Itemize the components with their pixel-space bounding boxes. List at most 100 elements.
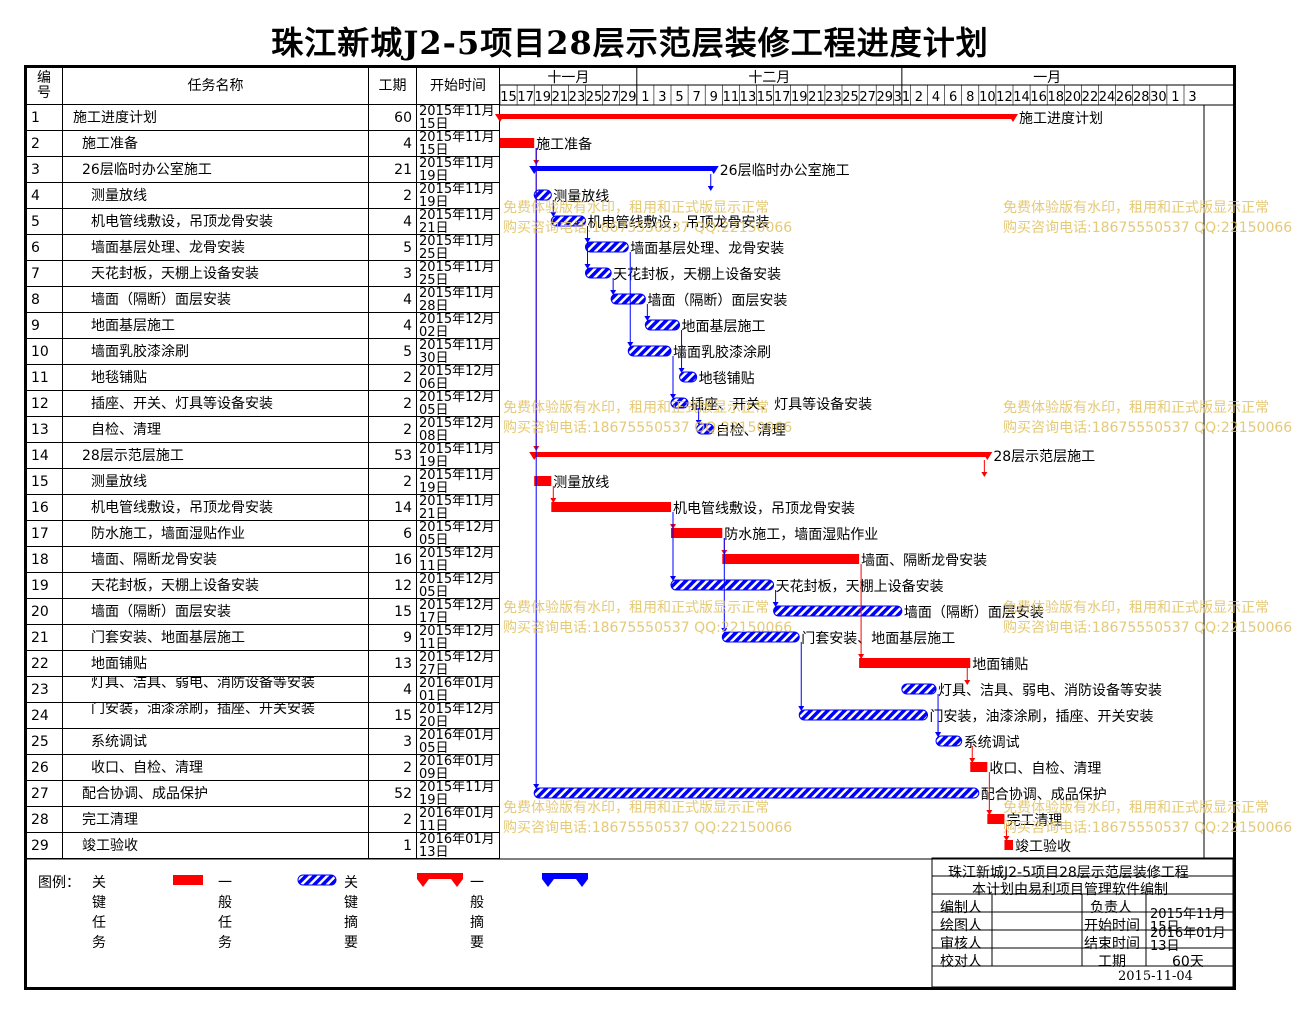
watermark: 免费体验版有水印，租用和正式版显示正常 购买咨询电话:18675550537 QQ… — [503, 600, 793, 636]
task-name: 自检、清理 — [63, 417, 369, 443]
dependency-arrow — [772, 602, 779, 607]
task-name: 墙面（隔断）面层安装 — [63, 599, 369, 625]
table-row: 19 天花封板，天棚上设备安装 12 2015年12月05日 — [27, 573, 500, 599]
watermark: 免费体验版有水印，租用和正式版显示正常 购买咨询电话:18675550537 QQ… — [1003, 800, 1293, 836]
task-start: 2015年11月15日 — [417, 105, 500, 131]
task-start: 2015年12月05日 — [417, 521, 500, 547]
task-bar-label: 墙面（隔断）面层安装 — [904, 605, 1044, 621]
task-bar-label: 配合协调、成品保护 — [981, 787, 1107, 803]
task-start: 2015年11月19日 — [417, 443, 500, 469]
task-bar-label: 测量放线 — [553, 189, 609, 205]
day-tick-label: 27 — [859, 90, 876, 105]
legend-key-task: 关键任务 — [92, 875, 106, 951]
task-start: 2015年11月19日 — [417, 157, 500, 183]
info-date: 2015-11-04 — [1118, 969, 1193, 984]
day-tick-label: 16 — [1030, 90, 1047, 105]
legend-key-task-swatch — [173, 875, 203, 885]
task-duration: 12 — [369, 573, 417, 599]
info-owner: 负责人 — [1090, 900, 1132, 916]
task-bar-label: 插座、开关、灯具等设备安装 — [690, 396, 872, 413]
task-id: 17 — [27, 521, 63, 547]
task-bar — [644, 319, 681, 331]
task-start: 2016年01月13日 — [417, 833, 500, 859]
day-tick-label: 17 — [517, 90, 534, 105]
task-name: 28层示范层施工 — [63, 443, 369, 469]
day-tick-label: 8 — [966, 90, 974, 105]
task-duration: 4 — [369, 313, 417, 339]
task-bar — [610, 293, 646, 305]
task-bar — [627, 345, 672, 357]
task-name: 墙面乳胶漆涂刷 — [63, 339, 369, 365]
task-bar-label: 墙面基层处理、龙骨安装 — [630, 240, 784, 257]
dependency-arrow — [627, 342, 634, 347]
info-start-value: 2015年11月15日 — [1150, 907, 1226, 935]
dependency-arrow — [644, 316, 651, 321]
task-bar-label: 系统调试 — [964, 735, 1020, 751]
task-duration: 2 — [369, 755, 417, 781]
day-tick-label: 27 — [603, 90, 620, 105]
task-bar — [970, 762, 988, 772]
day-tick-label: 10 — [979, 90, 996, 105]
dependency-arrow — [610, 290, 617, 295]
header-id: 编号 — [27, 68, 63, 105]
task-bar — [696, 423, 715, 435]
task-duration: 13 — [369, 651, 417, 677]
day-tick-label: 14 — [1013, 90, 1030, 105]
task-bar-label: 地面铺贴 — [972, 657, 1028, 673]
watermark: 免费体验版有水印，租用和正式版显示正常 购买咨询电话:18675550537 QQ… — [1003, 200, 1293, 236]
task-name: 插座、开关、灯具等设备安装 — [63, 391, 369, 417]
dependency-arrow — [969, 758, 976, 763]
legend-key-summary: 关键摘要 — [344, 875, 358, 951]
table-row: 24 门安装，油漆涂刷，插座、开关安装 15 2015年12月20日 — [27, 703, 500, 729]
day-tick-label: 29 — [620, 90, 637, 105]
task-bar — [935, 735, 963, 747]
task-bar — [533, 787, 980, 799]
task-name: 测量放线 — [63, 183, 369, 209]
table-row: 25 系统调试 3 2016年01月05日 — [27, 729, 500, 755]
dependency-arrow — [678, 368, 685, 373]
day-tick-label: 2 — [915, 90, 923, 105]
task-id: 13 — [27, 417, 63, 443]
task-bar — [679, 371, 698, 383]
task-duration: 4 — [369, 677, 417, 703]
task-bar — [721, 631, 800, 643]
info-start-label: 开始时间 — [1084, 918, 1140, 934]
task-duration: 6 — [369, 521, 417, 547]
day-tick-label: 6 — [949, 90, 957, 105]
task-bar — [1004, 840, 1013, 850]
task-bar-label: 28层示范层施工 — [993, 448, 1095, 465]
day-tick-label: 29 — [876, 90, 893, 105]
task-id: 11 — [27, 365, 63, 391]
task-name: 地面铺贴 — [63, 651, 369, 677]
day-tick-label: 30 — [1150, 90, 1167, 105]
task-bar-label: 天花封板，天棚上设备安装 — [776, 578, 944, 595]
day-tick-label: 1 — [641, 90, 649, 105]
header-start: 开始时间 — [417, 68, 500, 105]
day-tick-label: 24 — [1099, 90, 1116, 105]
day-tick-label: 13 — [740, 90, 757, 105]
table-row: 14 28层示范层施工 53 2015年11月19日 — [27, 443, 500, 469]
table-row: 16 机电管线敷设，吊顶龙骨安装 14 2015年11月21日 — [27, 495, 500, 521]
task-duration: 2 — [369, 417, 417, 443]
task-id: 24 — [27, 703, 63, 729]
task-bar-label: 地毯铺贴 — [699, 371, 755, 387]
task-duration: 2 — [369, 365, 417, 391]
info-duration-value: 60天 — [1172, 954, 1204, 970]
task-name: 天花封板，天棚上设备安装 — [63, 261, 369, 287]
dependency-arrow — [986, 810, 993, 815]
watermark: 免费体验版有水印，租用和正式版显示正常 购买咨询电话:18675550537 QQ… — [1003, 400, 1293, 436]
task-name: 施工准备 — [63, 131, 369, 157]
task-bar-label: 天花封板，天棚上设备安装 — [613, 266, 781, 283]
info-end-value: 2016年01月13日 — [1150, 926, 1226, 954]
info-reviewer: 审核人 — [940, 936, 982, 952]
task-name: 完工清理 — [63, 807, 369, 833]
watermark: 免费体验版有水印，租用和正式版显示正常 购买咨询电话:18675550537 QQ… — [1003, 600, 1293, 636]
task-id: 27 — [27, 781, 63, 807]
task-start: 2016年01月01日 — [417, 677, 500, 703]
task-name: 天花封板，天棚上设备安装 — [63, 573, 369, 599]
day-tick-label: 23 — [825, 90, 842, 105]
day-tick-label: 17 — [774, 90, 791, 105]
day-tick-label: 4 — [932, 90, 940, 105]
task-name: 配合协调、成品保护 — [63, 781, 369, 807]
